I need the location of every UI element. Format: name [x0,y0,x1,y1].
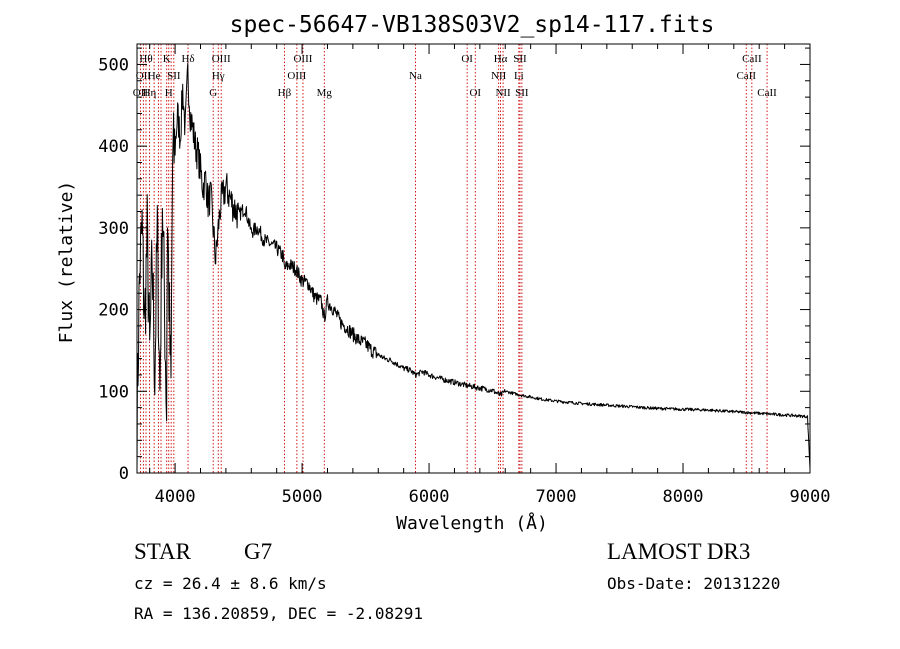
line-label: CaII [757,87,777,99]
line-label: Hη [143,87,157,99]
line-label: Hβ [278,87,292,99]
line-label: NII [491,70,507,82]
line-label: OIII [293,53,312,65]
x-tick-labels: 4000 5000 6000 7000 8000 9000 [155,487,831,507]
line-label: G [209,87,217,99]
y-axis-label: Flux (relative) [56,181,77,344]
x-tick-label: 9000 [790,487,831,507]
line-label: Li [514,70,524,82]
x-axis-label: Wavelength (Å) [396,512,548,534]
spectral-line-markers [139,44,768,473]
line-label: OIII [287,70,306,82]
line-label: CaII [742,53,762,65]
x-tick-label: 7000 [536,487,577,507]
x-tick-label: 4000 [155,487,196,507]
y-tick-label: 100 [98,382,129,402]
line-label: Hθ [139,53,152,65]
x-tick-label: 5000 [282,487,323,507]
y-tick-label: 200 [98,301,129,321]
line-label: CaII [736,70,756,82]
x-tick-label: 8000 [663,487,704,507]
line-label: OII [136,70,152,82]
line-label: Hδ [181,53,194,65]
line-label: OIII [212,53,231,65]
plot-frame [136,43,811,474]
line-label: Na [409,70,422,82]
spectrum-line [136,62,811,474]
y-tick-label: 400 [98,137,129,157]
y-tick-label: 0 [119,464,129,484]
axes [136,43,811,474]
x-tick-label: 6000 [409,487,450,507]
y-tick-labels: 0 100 200 300 400 500 [98,55,129,484]
object-class: STAR [134,539,191,564]
line-label: OI [469,87,481,99]
line-label: Mg [317,87,333,99]
line-label: He [148,70,161,82]
line-label: SII [515,87,529,99]
redshift-velocity: cz = 26.4 ± 8.6 km/s [134,574,327,593]
survey-name: LAMOST DR3 [607,539,751,564]
observation-date: Obs-Date: 20131220 [607,574,781,593]
object-subclass: G7 [244,539,273,564]
line-label: Hα [494,53,508,65]
line-label: H [165,87,173,99]
line-label: OI [461,53,473,65]
line-label: SII [513,53,527,65]
line-label: Hγ [212,70,225,82]
coordinates: RA = 136.20859, DEC = -2.08291 [134,604,423,623]
y-tick-label: 500 [98,55,129,75]
line-label: NII [495,87,511,99]
line-label: SII [167,70,181,82]
line-label: K [163,53,171,65]
chart-title: spec-56647-VB138S03V2_sp14-117.fits [230,12,715,38]
spectral-line-labels: OIIOIIHθHηHeKHSIIHδGHγOIIIHβOIIIOIIIMgNa… [133,53,777,99]
y-tick-label: 300 [98,219,129,239]
